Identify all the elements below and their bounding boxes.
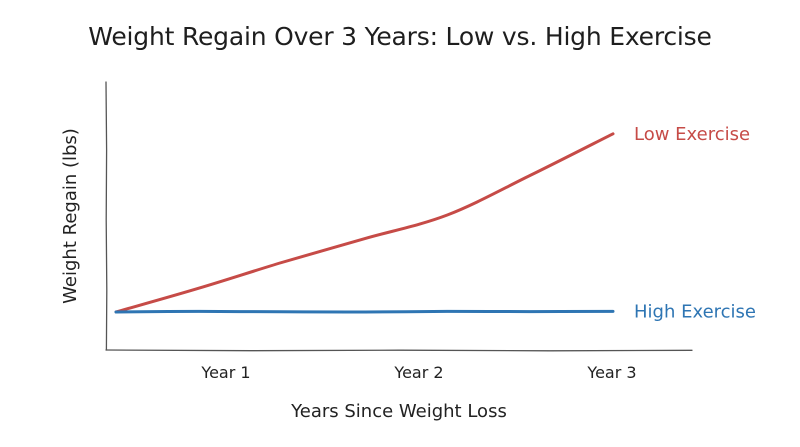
series-labels: Low Exercise High Exercise [634, 124, 756, 323]
series-label-low-exercise: Low Exercise [634, 124, 750, 145]
chart-axes [105, 81, 693, 352]
x-tick-label-2: Year 2 [393, 363, 443, 382]
x-axis-line [105, 349, 693, 352]
chart-title: Weight Regain Over 3 Years: Low vs. High… [88, 22, 712, 51]
x-tick-label-3: Year 3 [586, 363, 636, 382]
series-lines [114, 132, 615, 314]
series-label-high-exercise: High Exercise [634, 301, 756, 322]
series-line-low-exercise [114, 132, 615, 314]
y-axis-label: Weight Regain (lbs) [60, 128, 81, 304]
series-line-high-exercise [114, 309, 615, 314]
y-axis-line [105, 81, 108, 351]
x-axis-label: Years Since Weight Loss [290, 401, 507, 422]
x-tick-labels: Year 1 Year 2 Year 3 [200, 363, 636, 382]
x-tick-label-1: Year 1 [200, 363, 250, 382]
